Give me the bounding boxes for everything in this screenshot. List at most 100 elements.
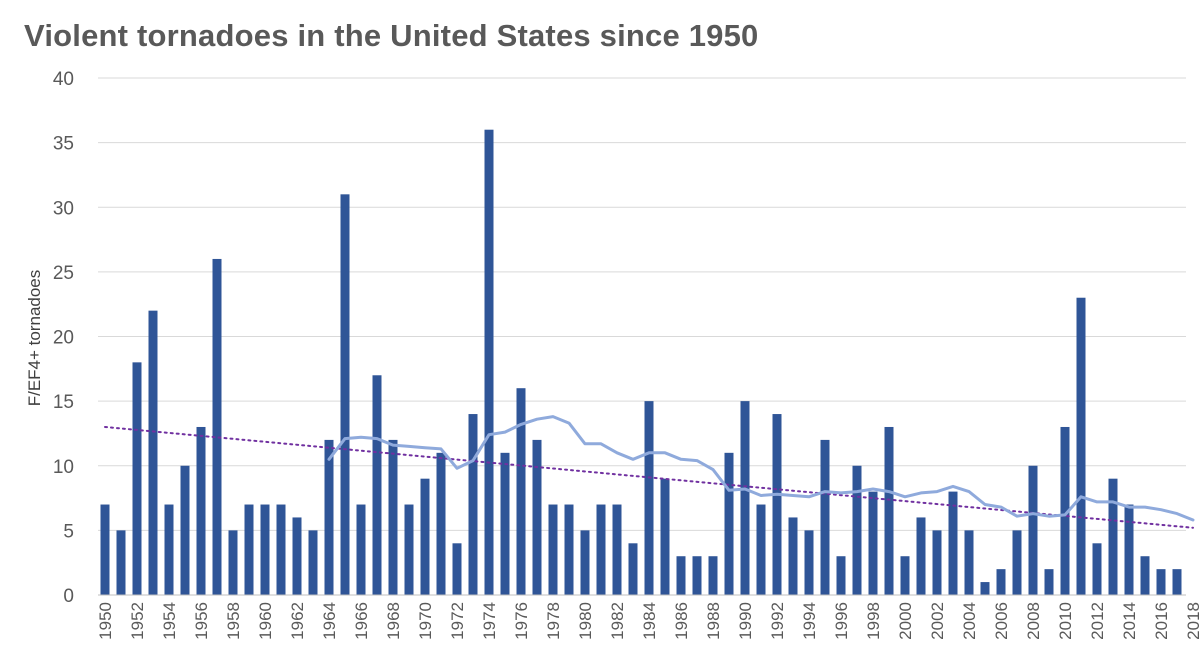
- bar-1953: [148, 310, 158, 595]
- axes: 0 5 10 15 20 25 30 35 40 1950 1952 1954 1956 1958 1960…: [53, 69, 1200, 640]
- moving-average-path: [327, 415, 1195, 522]
- y-tick-label-0: 0: [63, 586, 74, 607]
- y-tick-label-20: 20: [53, 328, 74, 349]
- bar-1959: [244, 504, 254, 595]
- bar-2002: [932, 530, 942, 595]
- x-tick-label-2008: 2008: [1024, 602, 1043, 640]
- bar-1983: [628, 543, 638, 595]
- bar-1988: [708, 556, 718, 595]
- bar-2004: [964, 530, 974, 595]
- x-tick-label-2010: 2010: [1056, 602, 1075, 640]
- bar-2014: [1124, 504, 1134, 595]
- bar-1989: [724, 452, 734, 595]
- x-tick-label-1996: 1996: [832, 602, 851, 640]
- bar-2011: [1076, 297, 1086, 595]
- bar-1979: [564, 504, 574, 595]
- x-tick-label-2016: 2016: [1152, 602, 1171, 640]
- x-tick-label-1952: 1952: [128, 602, 147, 640]
- bar-1952: [132, 362, 142, 595]
- bar-1967: [372, 375, 382, 595]
- bar-1986: [676, 556, 686, 595]
- bar-2012: [1092, 543, 1102, 595]
- x-tick-label-1964: 1964: [320, 602, 339, 640]
- x-tick-label-2002: 2002: [928, 602, 947, 640]
- x-tick-label-2014: 2014: [1120, 602, 1139, 640]
- bar-1973: [468, 414, 478, 595]
- bars: [100, 129, 1182, 595]
- bar-1972: [452, 543, 462, 595]
- trend-line: [104, 425, 1194, 529]
- bar-2013: [1108, 478, 1118, 595]
- y-tick-label-25: 25: [53, 263, 74, 284]
- x-tick-label-1982: 1982: [608, 602, 627, 640]
- bar-2007: [1012, 530, 1022, 595]
- bar-1963: [308, 530, 318, 595]
- bar-2006: [996, 569, 1006, 595]
- bar-1956: [196, 426, 206, 595]
- y-axis-label: F/EF4+ tornadoes: [25, 270, 44, 407]
- bar-1982: [612, 504, 622, 595]
- x-tick-label-1972: 1972: [448, 602, 467, 640]
- bar-1964: [324, 439, 334, 595]
- x-tick-label-1966: 1966: [352, 602, 371, 640]
- y-tick-label-5: 5: [63, 521, 74, 542]
- x-tick-label-1992: 1992: [768, 602, 787, 640]
- x-tick-label-2012: 2012: [1088, 602, 1107, 640]
- moving-average-line: [327, 415, 1195, 522]
- bar-1965: [340, 194, 350, 595]
- bar-1995: [820, 439, 830, 595]
- bar-1958: [228, 530, 238, 595]
- x-tick-label-1994: 1994: [800, 602, 819, 640]
- x-tick-label-1990: 1990: [736, 602, 755, 640]
- bar-2003: [948, 491, 958, 595]
- bar-2016: [1156, 569, 1166, 595]
- bar-1950: [100, 504, 110, 595]
- bar-1993: [788, 517, 798, 595]
- gridlines: [98, 77, 1186, 531]
- bar-1998: [868, 491, 878, 595]
- x-tick-label-1988: 1988: [704, 602, 723, 640]
- y-tick-label-30: 30: [53, 198, 74, 219]
- x-tick-label-1976: 1976: [512, 602, 531, 640]
- bar-1960: [260, 504, 270, 595]
- x-tick-label-1950: 1950: [96, 602, 115, 640]
- bar-1951: [116, 530, 126, 595]
- x-tick-label-1970: 1970: [416, 602, 435, 640]
- bar-1980: [580, 530, 590, 595]
- x-tick-label-1998: 1998: [864, 602, 883, 640]
- y-tick-label-40: 40: [53, 69, 74, 90]
- bar-1966: [356, 504, 366, 595]
- bar-1974: [484, 129, 494, 595]
- bar-1975: [500, 452, 510, 595]
- x-tick-label-2000: 2000: [896, 602, 915, 640]
- chart-title: Violent tornadoes in the United States s…: [24, 18, 759, 53]
- bar-1969: [404, 504, 414, 595]
- x-tick-label-1980: 1980: [576, 602, 595, 640]
- bar-1984: [644, 401, 654, 595]
- bar-1955: [180, 465, 190, 595]
- x-tick-label-1968: 1968: [384, 602, 403, 640]
- bar-1990: [740, 401, 750, 595]
- bar-2001: [916, 517, 926, 595]
- x-tick-label-1962: 1962: [288, 602, 307, 640]
- x-tick-label-1984: 1984: [640, 602, 659, 640]
- bar-2005: [980, 582, 990, 595]
- trend-line-path: [104, 425, 1194, 529]
- x-tick-label-2006: 2006: [992, 602, 1011, 640]
- bar-1992: [772, 414, 782, 595]
- x-tick-label-1954: 1954: [160, 602, 179, 640]
- y-tick-label-15: 15: [53, 392, 74, 413]
- y-tick-label-10: 10: [53, 457, 74, 478]
- bar-1971: [436, 452, 446, 595]
- x-tick-label-1978: 1978: [544, 602, 563, 640]
- bar-1999: [884, 426, 894, 595]
- x-tick-label-2018: 2018: [1184, 602, 1200, 640]
- bar-1991: [756, 504, 766, 595]
- bar-1976: [516, 388, 526, 595]
- bar-1985: [660, 478, 670, 595]
- bar-1994: [804, 530, 814, 595]
- bar-2010: [1060, 426, 1070, 595]
- bar-1954: [164, 504, 174, 595]
- bar-2008: [1028, 465, 1038, 595]
